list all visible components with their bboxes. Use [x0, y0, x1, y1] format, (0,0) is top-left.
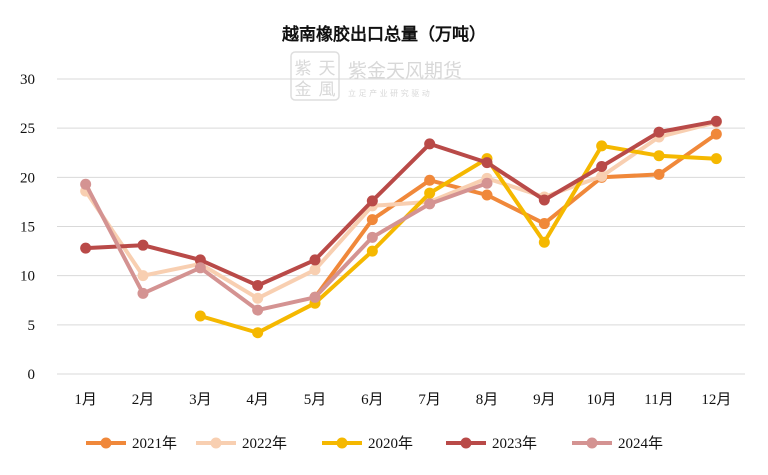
data-point [366, 231, 378, 243]
watermark-logo-char: 風 [319, 80, 336, 100]
legend-swatch-marker [336, 437, 348, 449]
data-point [653, 126, 665, 138]
data-point [538, 218, 550, 230]
data-point [538, 236, 550, 248]
legend-swatch-marker [100, 437, 112, 449]
y-tick-label: 0 [28, 367, 36, 383]
data-point [80, 242, 92, 254]
data-point [424, 138, 436, 150]
x-axis: 1月 2月 3月 4月 5月 6月 7月 8月 9月 10月 11月 12月 [74, 392, 731, 408]
legend-item-2022: 2022年 [196, 435, 287, 452]
x-tick-label: 11月 [644, 392, 673, 408]
data-point [194, 254, 206, 266]
legend: 2021年 2022年 2020年 2023年 2024年 [86, 435, 663, 452]
x-tick-label: 1月 [74, 392, 97, 408]
watermark: 紫 天 金 風 紫金天风期货 立 足 产 业 研 究 驱 动 [290, 51, 462, 101]
x-tick-label: 10月 [587, 392, 617, 408]
series-2024 [80, 177, 493, 316]
series-line-2024 [83, 181, 489, 313]
series-layer [80, 115, 722, 339]
data-point [481, 189, 493, 201]
y-axis: 0 5 10 15 20 25 30 [20, 72, 35, 383]
data-point [710, 153, 722, 165]
y-tick-label: 10 [20, 269, 35, 285]
watermark-logo-box [290, 51, 340, 101]
legend-label: 2022年 [242, 435, 287, 452]
watermark-tagline: 立 足 产 业 研 究 驱 动 [348, 88, 430, 98]
watermark-company-name: 紫金天风期货 [348, 60, 462, 82]
data-point [653, 168, 665, 180]
data-point [137, 239, 149, 251]
data-point [252, 292, 264, 304]
data-point [596, 140, 608, 152]
legend-item-2024: 2024年 [572, 435, 663, 452]
x-tick-label: 6月 [361, 392, 384, 408]
data-point [80, 178, 92, 190]
x-tick-label: 3月 [189, 392, 212, 408]
data-point [309, 264, 321, 276]
data-point [596, 161, 608, 173]
legend-label: 2023年 [492, 435, 537, 452]
data-point [366, 245, 378, 257]
legend-item-2021: 2021年 [86, 435, 177, 452]
series-2023 [80, 115, 722, 291]
y-tick-label: 25 [20, 121, 35, 137]
x-tick-label: 7月 [418, 392, 441, 408]
x-tick-label: 9月 [533, 392, 556, 408]
x-tick-label: 4月 [246, 392, 269, 408]
chart-title: 越南橡胶出口总量（万吨） [281, 24, 486, 45]
data-point [424, 174, 436, 186]
data-point [366, 195, 378, 207]
grid [57, 78, 745, 375]
data-point [481, 177, 493, 189]
x-tick-label: 12月 [701, 392, 731, 408]
legend-swatch-marker [460, 437, 472, 449]
data-point [710, 128, 722, 140]
series-line-2022 [83, 120, 719, 301]
data-point [596, 170, 608, 182]
data-point [137, 270, 149, 282]
y-tick-label: 20 [20, 170, 35, 186]
data-point [194, 310, 206, 322]
data-point [194, 262, 206, 274]
data-point [481, 157, 493, 169]
legend-label: 2024年 [618, 435, 663, 452]
legend-swatch-marker [210, 437, 222, 449]
x-tick-label: 8月 [476, 392, 499, 408]
series-line-2021 [313, 132, 719, 300]
data-point [252, 327, 264, 339]
data-point [424, 187, 436, 199]
y-tick-label: 30 [20, 72, 35, 88]
data-point [424, 198, 436, 210]
data-point [252, 280, 264, 291]
legend-swatch-marker [586, 437, 598, 449]
watermark-logo-char: 金 [295, 80, 312, 100]
y-tick-label: 5 [28, 318, 36, 334]
data-point [309, 291, 321, 303]
legend-label: 2020年 [368, 435, 413, 452]
x-tick-label: 5月 [304, 392, 327, 408]
data-point [252, 304, 264, 316]
data-point [309, 254, 321, 266]
data-point [137, 287, 149, 299]
legend-label: 2021年 [132, 435, 177, 452]
legend-item-2020: 2020年 [322, 435, 413, 452]
data-point [538, 194, 550, 206]
x-tick-label: 2月 [132, 392, 155, 408]
legend-item-2023: 2023年 [446, 435, 537, 452]
data-point [710, 115, 722, 127]
y-tick-label: 15 [20, 220, 35, 236]
data-point [653, 150, 665, 162]
watermark-logo-char: 紫 [295, 59, 312, 79]
data-point [366, 214, 378, 226]
series-line-2023 [83, 119, 719, 288]
watermark-logo-char: 天 [319, 59, 336, 79]
